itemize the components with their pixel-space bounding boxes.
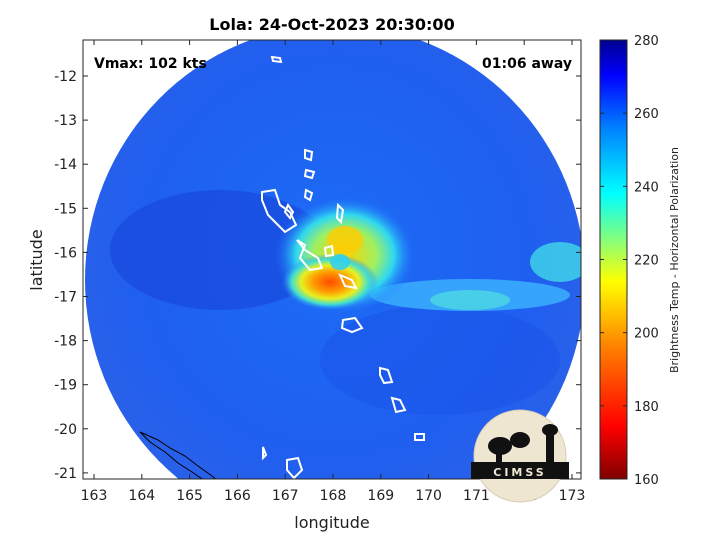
logo-mast: [496, 450, 502, 462]
logo-text: CIMSS: [493, 466, 546, 479]
island: [379, 366, 394, 385]
island: [261, 188, 298, 234]
warm-spot: [327, 226, 363, 254]
island: [270, 55, 283, 64]
vmax-label: Vmax: 102 kts: [94, 56, 207, 72]
x-tick-label: 168: [320, 488, 347, 504]
coastlines: [261, 55, 425, 479]
time-away-label: 01:06 away: [482, 56, 572, 72]
colorbar-tick-label: 180: [634, 400, 659, 415]
y-axis-label: latitude: [27, 229, 46, 290]
island: [390, 396, 407, 414]
logo-base: [471, 462, 569, 479]
island: [303, 168, 316, 180]
colorbar-tick-label: 240: [634, 180, 659, 195]
colorbar-tick-label: 260: [634, 107, 659, 122]
satellite-dish-icon: [488, 437, 512, 455]
storm-eye: [330, 254, 350, 270]
logo-tower: [546, 434, 554, 462]
axes-frame: [82, 39, 582, 480]
x-axis-label: longitude: [294, 513, 369, 532]
x-tick-label: 166: [224, 488, 251, 504]
island: [283, 202, 295, 220]
satellite-dish-icon: [510, 432, 530, 448]
x-tick-label: 164: [128, 488, 155, 504]
island: [304, 148, 314, 162]
island: [414, 433, 425, 441]
colorbar-tick-label: 220: [634, 254, 659, 269]
y-tick-label: -15: [54, 201, 77, 217]
x-tick-label: 170: [415, 488, 442, 504]
y-axis-ticks: -12 -13 -14 -15 -16 -17 -18 -19 -20 -21: [54, 69, 581, 482]
x-tick-label: 163: [81, 488, 108, 504]
x-tick-label: 169: [367, 488, 394, 504]
colorbar: [599, 39, 628, 480]
y-tick-label: -14: [54, 157, 77, 173]
island: [335, 202, 345, 225]
y-tick-label: -21: [54, 466, 77, 482]
x-tick-label: 171: [463, 488, 490, 504]
island: [296, 239, 324, 272]
cold-band: [320, 305, 560, 415]
y-tick-label: -20: [54, 422, 77, 438]
island: [323, 244, 335, 258]
rainband: [430, 290, 510, 310]
colorbar-tick-label: 160: [634, 473, 659, 488]
island: [338, 273, 358, 290]
y-tick-label: -19: [54, 378, 77, 394]
y-tick-label: -12: [54, 69, 77, 85]
coastline-new-caledonia: [139, 431, 217, 479]
microwave-scene: [85, 40, 581, 479]
colorbar-tick-label: 280: [634, 34, 659, 49]
colorbar-label: Brightness Temp - Horizontal Polarizatio…: [668, 147, 681, 373]
water-tower-icon: [542, 424, 558, 436]
colorbar-ticks: 280 260 240 220 200 180 160: [600, 34, 659, 488]
y-tick-label: -18: [54, 334, 77, 350]
island: [262, 446, 268, 461]
rainband: [530, 242, 581, 282]
island: [303, 188, 314, 202]
island: [286, 456, 304, 479]
warm-core: [282, 254, 378, 310]
colorbar-tick-label: 200: [634, 327, 659, 342]
x-tick-label: 167: [272, 488, 299, 504]
x-tick-label: 173: [559, 488, 586, 504]
island: [340, 316, 364, 334]
y-tick-label: -17: [54, 290, 77, 306]
x-tick-label: 165: [176, 488, 203, 504]
x-axis-ticks: 163164165166167168169170171172173: [81, 40, 586, 504]
cold-band: [110, 190, 330, 310]
y-tick-label: -13: [54, 113, 77, 129]
chart-title: Lola: 24-Oct-2023 20:30:00: [209, 15, 454, 34]
y-tick-label: -16: [54, 245, 77, 261]
cimss-logo: CIMSS: [471, 409, 569, 503]
